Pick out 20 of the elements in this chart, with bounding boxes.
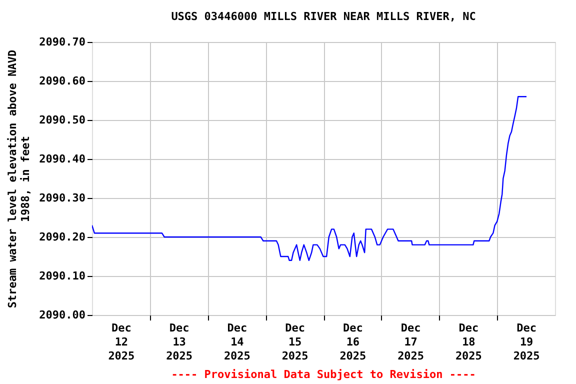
x-tick-label: Dec 17 2025	[398, 322, 424, 362]
x-tick-label: Dec 13 2025	[166, 322, 193, 362]
y-tick-label: 2090.20	[39, 230, 86, 244]
y-tick-label: 2090.70	[39, 36, 86, 48]
x-tick-label: Dec 15 2025	[282, 322, 308, 362]
y-tick-label: 2090.50	[39, 114, 86, 126]
y-tick-label: 2090.00	[39, 308, 86, 322]
y-tick-label: 2090.40	[39, 152, 86, 166]
y-tick-label: 2090.10	[39, 270, 86, 282]
text: ---- Provisional Data Subject to Revision ----	[171, 368, 476, 381]
y-tick-label: 2090.30	[39, 192, 86, 204]
x-tick-label: Dec 19 2025	[513, 322, 540, 362]
line-series	[92, 96, 528, 261]
x-tick-label: Dec 14 2025	[224, 322, 250, 362]
x-tick-label: Dec 12 2025	[108, 322, 135, 362]
y-axis-title: Stream water level elevation above NAVD 1988, in feet	[6, 49, 32, 308]
y-tick-label: 2090.60	[39, 74, 86, 88]
x-tick-label: Dec 18 2025	[455, 322, 482, 362]
x-tick-label: Dec 16 2025	[340, 322, 366, 362]
chart-title: USGS 03446000 MILLS RIVER NEAR MILLS RIVER, NC	[171, 10, 476, 23]
